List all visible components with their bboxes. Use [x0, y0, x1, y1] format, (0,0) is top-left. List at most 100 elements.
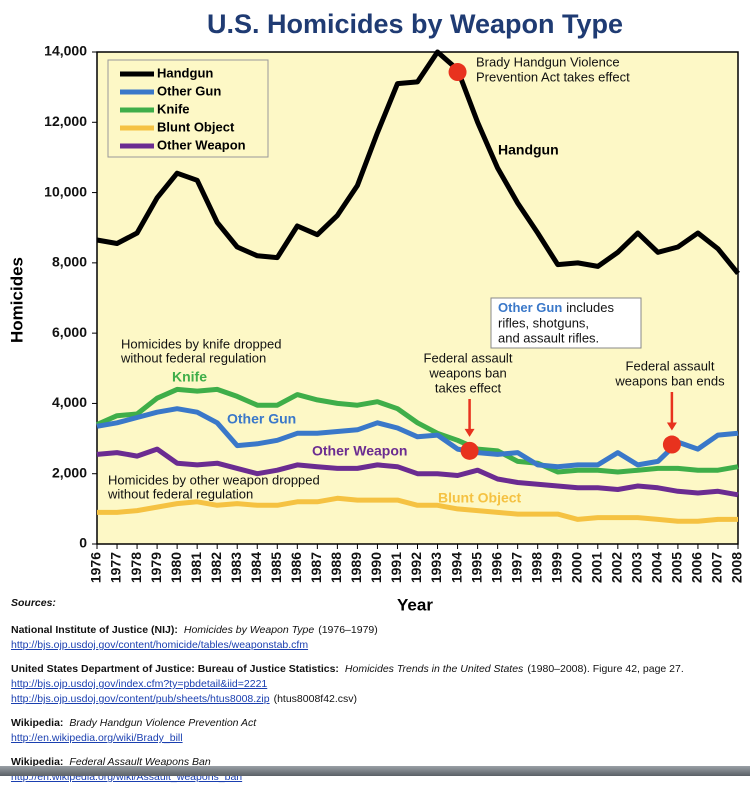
sources: Sources: National Institute of Justice (N… [11, 596, 741, 794]
x-tick-label: 2006 [689, 552, 705, 583]
x-tick-label: 1994 [448, 552, 464, 583]
note-box [490, 297, 642, 349]
source-detail: (1976–1979) [318, 624, 378, 636]
x-tick-label: 1995 [468, 552, 484, 583]
x-tick-label: 1980 [168, 552, 184, 583]
x-tick-label: 2000 [568, 552, 584, 583]
x-axis-label: Year [397, 595, 433, 612]
x-tick-label: 1983 [228, 552, 244, 583]
legend-label: Other Weapon [157, 137, 246, 152]
series-line [97, 495, 738, 524]
source-link-row: http://bjs.ojp.usdoj.gov/content/pub/she… [11, 692, 741, 707]
series-line [95, 386, 739, 475]
y-tick-label: 4,000 [52, 394, 87, 410]
x-tick-label: 1985 [268, 552, 284, 583]
source-link-suffix: (htus8008f42.csv) [273, 693, 358, 705]
note-text: Other Gun includes [498, 300, 614, 315]
note-text: Homicides by knife dropped [121, 336, 281, 351]
source-org: Wikipedia: [11, 717, 64, 729]
annotation-text: weapons ban [428, 365, 506, 380]
y-tick-label: 6,000 [52, 324, 87, 340]
x-tick-label: 1987 [308, 552, 324, 583]
annotation-arrowhead [464, 428, 475, 437]
x-tick-label: 1999 [548, 552, 564, 583]
y-tick-label: 12,000 [44, 113, 87, 129]
x-tick-label: 1986 [288, 552, 304, 583]
x-tick-label: 1998 [528, 552, 544, 583]
source-link-row: http://en.wikipedia.org/wiki/Brady_bill [11, 731, 741, 746]
source-org: United States Department of Justice: Bur… [11, 663, 339, 675]
annotation-text: Federal assault [626, 358, 715, 373]
note-text: and assault rifles. [498, 330, 599, 345]
x-tick-label: 1993 [428, 552, 444, 583]
annotation-text: Prevention Act takes effect [476, 69, 630, 84]
chart: U.S. Homicides by Weapon Type Year Homic… [7, 9, 745, 612]
source-link[interactable]: http://en.wikipedia.org/wiki/Brady_bill [11, 732, 183, 744]
source-link[interactable]: http://bjs.ojp.usdoj.gov/index.cfm?ty=pb… [11, 678, 268, 690]
source-work: Homicides Trends in the United States [344, 663, 524, 675]
note-text: includes [566, 300, 614, 315]
source-work: Federal Assault Weapons Ban [69, 756, 211, 768]
source-link[interactable]: http://bjs.ojp.usdoj.gov/content/homicid… [11, 639, 309, 651]
x-tick-label: 2004 [649, 552, 665, 583]
x-tick-label: 1989 [348, 552, 364, 583]
source-org: National Institute of Justice (NIJ): [11, 624, 178, 636]
source-citation: Wikipedia: Federal Assault Weapons Ban [11, 755, 741, 770]
x-tick-label: 1981 [188, 552, 204, 583]
series-label: Other Gun [227, 411, 296, 427]
series-label: Other Weapon [312, 443, 407, 459]
bottom-bar [0, 766, 750, 776]
x-tick-label: 1988 [328, 552, 344, 583]
note-text: rifles, shotguns, [498, 315, 589, 330]
x-tick-label: 2001 [588, 552, 604, 583]
x-tick-label: 1992 [408, 552, 424, 583]
annotation-text: Federal assault [424, 350, 513, 365]
annotation-dot [460, 441, 479, 460]
series-label: Knife [172, 369, 207, 385]
series-line [96, 406, 739, 470]
source-work: Homicides by Weapon Type [183, 624, 315, 636]
x-tick-label: 2005 [669, 552, 685, 583]
source-entry: United States Department of Justice: Bur… [11, 662, 741, 707]
legend-label: Knife [157, 101, 190, 116]
x-tick-label: 1977 [108, 552, 124, 583]
chart-title: U.S. Homicides by Weapon Type [207, 9, 623, 39]
note-highlight: Other Gun [498, 300, 562, 315]
x-tick-label: 1978 [128, 552, 144, 583]
x-tick-label: 1996 [488, 552, 504, 583]
series-line [96, 446, 739, 498]
annotation-dot [448, 63, 467, 82]
y-tick-label: 2,000 [52, 464, 87, 480]
source-work: Brady Handgun Violence Prevention Act [69, 717, 257, 729]
source-link[interactable]: http://bjs.ojp.usdoj.gov/content/pub/she… [11, 693, 270, 705]
y-tick-label: 0 [79, 535, 87, 551]
series-label: Blunt Object [438, 490, 522, 506]
note-text: Homicides by other weapon dropped [108, 472, 320, 487]
y-tick-label: 10,000 [44, 183, 87, 199]
source-detail: (1980–2008). Figure 42, page 27. [527, 663, 684, 675]
annotation-dot [662, 435, 681, 454]
x-tick-label: 1979 [148, 552, 164, 583]
sources-title: Sources: [11, 597, 56, 609]
y-tick-label: 8,000 [52, 254, 87, 270]
x-tick-label: 1976 [88, 552, 104, 583]
x-tick-label: 1984 [248, 552, 264, 583]
annotation-arrowhead [666, 422, 677, 431]
x-tick-label: 2003 [629, 552, 645, 583]
y-axis-label: Homicides [7, 257, 26, 343]
x-tick-label: 2008 [729, 552, 745, 583]
x-tick-label: 1990 [368, 552, 384, 583]
annotation-text: Brady Handgun Violence [476, 54, 620, 69]
x-tick-label: 1991 [388, 552, 404, 583]
source-citation: United States Department of Justice: Bur… [11, 662, 741, 677]
source-link-row: http://bjs.ojp.usdoj.gov/index.cfm?ty=pb… [11, 677, 741, 692]
source-citation: Wikipedia: Brady Handgun Violence Prevent… [11, 716, 741, 731]
source-entry: Wikipedia: Brady Handgun Violence Prevent… [11, 716, 741, 746]
source-entry: National Institute of Justice (NIJ): Homi… [11, 623, 741, 653]
series-label: Handgun [498, 142, 559, 158]
note-text: without federal regulation [107, 486, 253, 501]
annotation-text: weapons ban ends [614, 373, 725, 388]
note-text: without federal regulation [120, 350, 266, 365]
legend-label: Blunt Object [157, 119, 235, 134]
source-citation: National Institute of Justice (NIJ): Homi… [11, 623, 741, 638]
